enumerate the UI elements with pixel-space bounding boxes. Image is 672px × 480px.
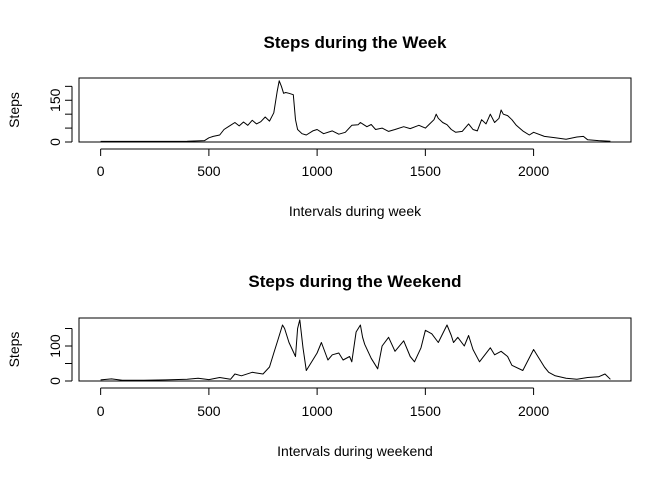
chart-title: Steps during the Weekend: [248, 272, 461, 291]
y-tick-label: 100: [47, 334, 63, 358]
x-tick-label: 2000: [518, 403, 549, 419]
chart-week: Steps during the Week 0 500 1000 1500 2000 0 15…: [6, 33, 632, 219]
plot-frame: [78, 317, 632, 382]
y-tick-label: 0: [47, 377, 63, 385]
x-tick-label: 1500: [410, 163, 441, 179]
x-tick-label: 0: [97, 403, 105, 419]
y-tick-label: 0: [47, 138, 63, 146]
y-axis-label: Steps: [6, 92, 22, 128]
x-tick-label: 1500: [410, 403, 441, 419]
x-tick-label: 1000: [302, 403, 333, 419]
series-line: [100, 80, 611, 142]
y-tick-label: 150: [47, 88, 63, 112]
x-tick-label: 500: [197, 163, 221, 179]
y-axis-label: Steps: [6, 332, 22, 368]
chart-title: Steps during the Week: [264, 33, 447, 52]
x-tick-label: 0: [97, 163, 105, 179]
x-axis-label: Intervals during week: [289, 203, 422, 219]
series-line: [100, 319, 611, 381]
x-tick-label: 500: [197, 403, 221, 419]
x-tick-label: 1000: [302, 163, 333, 179]
plot-frame: [78, 77, 632, 143]
x-axis-label: Intervals during weekend: [277, 443, 433, 459]
x-tick-label: 2000: [518, 163, 549, 179]
